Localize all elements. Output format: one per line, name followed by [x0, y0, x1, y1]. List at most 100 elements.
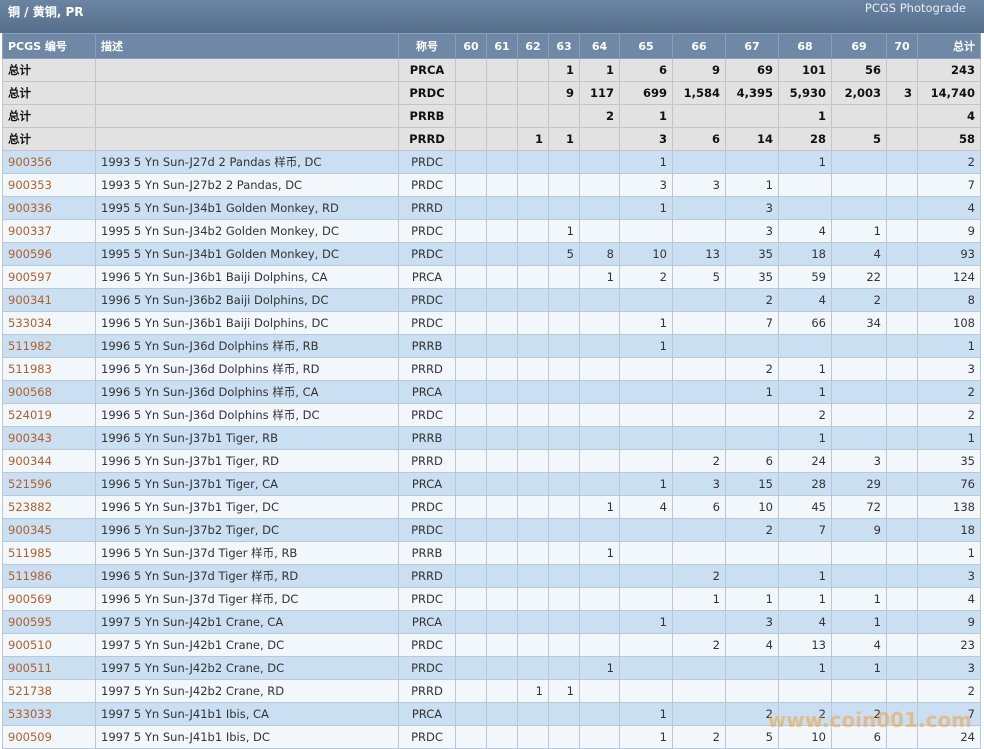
cell: 2 — [778, 403, 832, 427]
cell — [672, 357, 726, 381]
cell — [517, 311, 549, 335]
coin-link[interactable]: 900337 — [8, 224, 52, 238]
coin-link[interactable]: 900344 — [8, 454, 52, 468]
cell: 511985 — [2, 541, 96, 565]
coin-link[interactable]: 900341 — [8, 293, 52, 307]
cell — [579, 518, 620, 542]
cell — [517, 150, 549, 174]
coin-link[interactable]: 511982 — [8, 339, 52, 353]
cell — [486, 334, 518, 358]
cell: 6 — [725, 449, 779, 473]
cell: 7 — [778, 518, 832, 542]
coin-link[interactable]: 900353 — [8, 178, 52, 192]
cell — [517, 380, 549, 404]
coin-link[interactable]: 900343 — [8, 431, 52, 445]
cell — [886, 357, 918, 381]
cell — [672, 196, 726, 220]
cell: 35 — [917, 449, 981, 473]
coin-link[interactable]: 521596 — [8, 477, 52, 491]
cell — [548, 288, 580, 312]
coin-link[interactable]: 523882 — [8, 500, 52, 514]
coin-link[interactable]: 900597 — [8, 270, 52, 284]
coin-link[interactable]: 533033 — [8, 707, 52, 721]
coin-link[interactable]: 524019 — [8, 408, 52, 422]
cell: 900568 — [2, 380, 96, 404]
cell — [517, 725, 549, 749]
cell — [486, 288, 518, 312]
coin-link[interactable]: 900345 — [8, 523, 52, 537]
cell: 1995 5 Yn Sun-J34b1 Golden Monkey, RD — [95, 196, 399, 220]
cell: 1 — [778, 426, 832, 450]
cell — [455, 541, 487, 565]
cell — [725, 150, 779, 174]
cell: 93 — [917, 242, 981, 266]
cell: 1 — [619, 334, 673, 358]
cell — [672, 150, 726, 174]
cell — [886, 610, 918, 634]
coin-link[interactable]: 900509 — [8, 730, 52, 744]
cell: 总计 — [2, 104, 96, 128]
cell: 900597 — [2, 265, 96, 289]
cell: PRDC — [398, 242, 456, 266]
column-header: 64 — [579, 33, 620, 59]
cell: PRCA — [398, 472, 456, 496]
cell: 2 — [672, 449, 726, 473]
cell — [725, 541, 779, 565]
cell: 1 — [619, 311, 673, 335]
source-link[interactable]: PCGS Photograde — [864, 1, 966, 15]
coin-link[interactable]: 900510 — [8, 638, 52, 652]
cell — [579, 196, 620, 220]
cell: 1 — [579, 541, 620, 565]
cell — [486, 656, 518, 680]
cell: 59 — [778, 265, 832, 289]
cell — [831, 403, 887, 427]
cell — [579, 426, 620, 450]
coin-link[interactable]: 900596 — [8, 247, 52, 261]
cell: 1993 5 Yn Sun-J27b2 2 Pandas, DC — [95, 173, 399, 197]
cell — [672, 679, 726, 703]
cell — [886, 518, 918, 542]
cell: 4,395 — [725, 81, 779, 105]
cell: 6 — [672, 127, 726, 151]
cell: 2 — [725, 357, 779, 381]
cell: 8 — [579, 242, 620, 266]
cell — [548, 587, 580, 611]
cell — [619, 357, 673, 381]
table-row: 900511 1997 5 Yn Sun-J42b2 Crane, DC PRDC 1… — [2, 656, 981, 680]
cell — [455, 679, 487, 703]
cell: 1995 5 Yn Sun-J34b2 Golden Monkey, DC — [95, 219, 399, 243]
cell: PRCA — [398, 265, 456, 289]
cell: 1 — [778, 357, 832, 381]
header-bar: 铜 / 黄铜, PR PCGS Photograde — [0, 0, 984, 33]
coin-link[interactable]: 900595 — [8, 615, 52, 629]
cell — [486, 403, 518, 427]
coin-link[interactable]: 900336 — [8, 201, 52, 215]
cell — [579, 150, 620, 174]
table-row: 523882 1996 5 Yn Sun-J37b1 Tiger, DC PRDC 1… — [2, 495, 981, 519]
cell: 2 — [725, 518, 779, 542]
cell — [725, 564, 779, 588]
cell — [672, 334, 726, 358]
cell: 3 — [725, 196, 779, 220]
coin-link[interactable]: 900569 — [8, 592, 52, 606]
cell — [672, 541, 726, 565]
coin-link[interactable]: 533034 — [8, 316, 52, 330]
column-header: 总计 — [917, 33, 981, 59]
coin-link[interactable]: 900511 — [8, 661, 52, 675]
cell: 1,584 — [672, 81, 726, 105]
coin-link[interactable]: 521738 — [8, 684, 52, 698]
cell — [831, 334, 887, 358]
cell — [517, 403, 549, 427]
coin-link[interactable]: 511983 — [8, 362, 52, 376]
cell — [548, 702, 580, 726]
cell: PRRD — [398, 196, 456, 220]
coin-link[interactable]: 511986 — [8, 569, 52, 583]
coin-link[interactable]: 900356 — [8, 155, 52, 169]
table-row: 900353 1993 5 Yn Sun-J27b2 2 Pandas, DC PR… — [2, 173, 981, 197]
table-row: 900356 1993 5 Yn Sun-J27d 2 Pandas 样币, DC… — [2, 150, 981, 174]
cell — [548, 610, 580, 634]
cell: 1 — [579, 58, 620, 82]
coin-link[interactable]: 900568 — [8, 385, 52, 399]
cell: 1 — [619, 725, 673, 749]
coin-link[interactable]: 511985 — [8, 546, 52, 560]
